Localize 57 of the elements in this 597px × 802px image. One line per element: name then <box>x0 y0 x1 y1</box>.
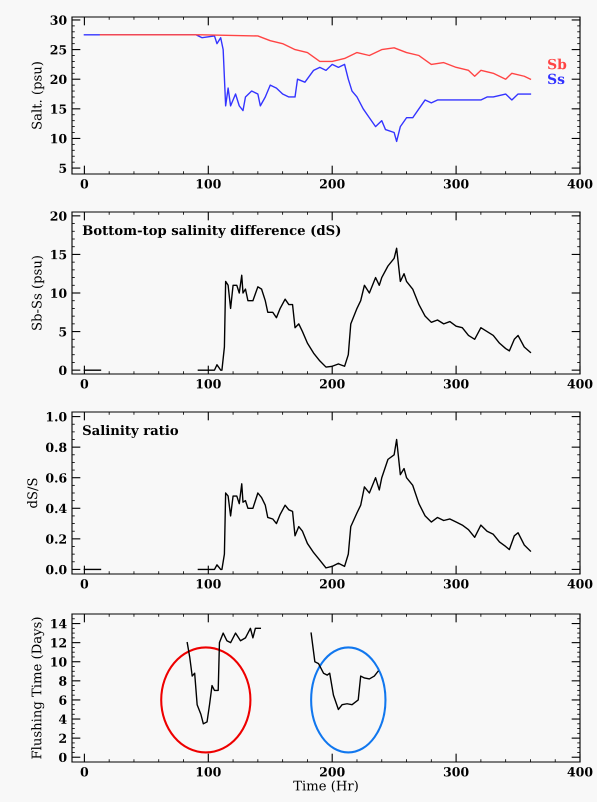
series-label: Ss <box>548 74 564 84</box>
x-tick-label: 100 <box>196 379 221 389</box>
x-tick-label: 200 <box>320 179 345 189</box>
x-tick-label: 0 <box>80 379 88 389</box>
y-tick-label: 0 <box>59 366 67 376</box>
y-tick-label: 20 <box>50 74 67 84</box>
series-label: Sb <box>548 58 566 70</box>
x-tick-label: 100 <box>196 579 221 589</box>
x-tick-label: 400 <box>567 767 592 777</box>
x-tick-label: 200 <box>320 767 345 777</box>
y-tick-label: 5 <box>59 327 66 336</box>
y-axis-title: Salt. (psu) <box>31 62 44 129</box>
y-tick-label: 14 <box>51 619 67 628</box>
y-tick-label: 10 <box>51 288 67 298</box>
y-tick-label: 12 <box>51 638 66 648</box>
y-tick-label: 10 <box>51 134 67 144</box>
y-tick-label: 1.0 <box>46 412 67 422</box>
y-tick-label: 20 <box>50 211 67 221</box>
y-tick-label: 8 <box>59 676 66 686</box>
y-tick-label: 0.0 <box>46 564 67 574</box>
x-tick-label: 400 <box>567 179 592 189</box>
x-tick-label: 300 <box>444 579 469 589</box>
line-series <box>186 628 262 724</box>
y-tick-label: 15 <box>51 104 66 114</box>
line-series <box>310 632 379 710</box>
y-tick-label: 0 <box>59 752 67 762</box>
y-axis-title: dS/S <box>27 478 38 508</box>
x-tick-label: 400 <box>567 379 592 389</box>
y-tick-label: 15 <box>51 250 66 260</box>
y-tick-label: 5 <box>59 164 66 173</box>
y-axis-title: Flushing Time (Days) <box>31 618 44 759</box>
x-tick-label: 200 <box>320 379 345 389</box>
y-tick-label: 0.6 <box>46 473 66 483</box>
x-tick-label: 400 <box>567 579 592 589</box>
y-tick-label: 0.8 <box>46 442 66 452</box>
y-tick-label: 2 <box>59 734 66 743</box>
y-tick-label: 4 <box>58 714 67 724</box>
y-tick-label: 0.4 <box>46 504 67 514</box>
x-tick-label: 200 <box>320 579 345 589</box>
x-axis-title: Time (Hr) <box>293 780 358 792</box>
x-tick-label: 300 <box>444 767 469 777</box>
x-tick-label: 300 <box>444 379 469 389</box>
x-tick-label: 100 <box>196 179 221 189</box>
text: Salinity ratio <box>83 424 178 438</box>
line-series <box>100 34 532 80</box>
x-tick-label: 100 <box>196 767 221 777</box>
x-tick-label: 0 <box>80 179 88 189</box>
y-tick-label: 0.2 <box>46 534 66 544</box>
y-tick-label: 30 <box>50 15 67 25</box>
y-axis-title: Sb-Ss (psu) <box>31 256 44 330</box>
y-tick-label: 25 <box>50 45 66 55</box>
x-tick-label: 0 <box>80 579 88 589</box>
y-tick-label: 10 <box>51 657 67 667</box>
y-tick-label: 6 <box>59 695 66 705</box>
x-tick-label: 300 <box>444 179 469 189</box>
text: Bottom-top salinity difference (dS) <box>82 224 340 238</box>
x-tick-label: 0 <box>80 767 88 777</box>
